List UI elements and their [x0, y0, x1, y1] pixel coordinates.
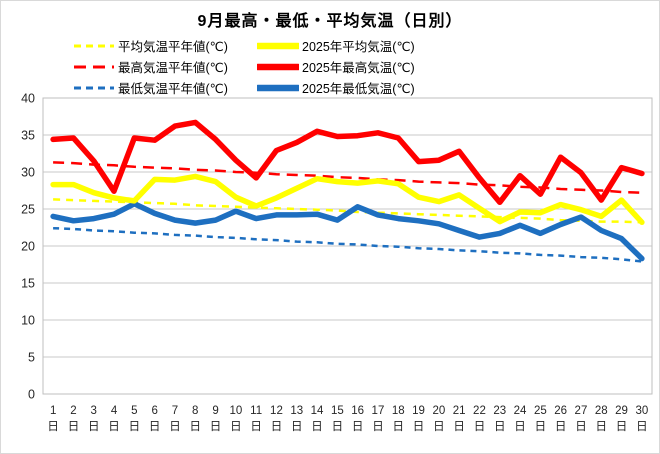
y-axis-tick-label: 5	[28, 351, 35, 365]
x-axis-tick-label: 28 日	[595, 405, 608, 433]
legend-item-avg_2025: 2025年平均気温(℃)	[257, 35, 415, 56]
x-axis-tick-label: 14 日	[311, 405, 324, 433]
y-axis-tick-label: 25	[21, 203, 35, 217]
x-axis-tick-label: 30 日	[635, 405, 648, 433]
legend-item-avg_normal: 平均気温平年値(℃)	[73, 35, 255, 56]
legend-item-min_normal: 最低気温平年値(℃)	[73, 77, 255, 98]
x-axis-tick-label: 16 日	[351, 405, 364, 433]
legend-item-min_2025: 2025年最低気温(℃)	[257, 77, 415, 98]
x-axis-tick-label: 29 日	[615, 405, 628, 433]
x-axis-tick-label: 11 日	[250, 405, 262, 433]
chart-legend: 平均気温平年値(℃) 2025年平均気温(℃) 最高気温平年値(℃) 2025年最高気…	[73, 35, 415, 98]
x-axis-tick-label: 21 日	[453, 405, 466, 433]
y-axis-tick-label: 10	[21, 314, 35, 328]
x-axis-tick-label: 24 日	[514, 405, 527, 433]
x-axis-tick-label: 26 日	[554, 405, 567, 433]
legend-label: 平均気温平年値(℃)	[118, 40, 228, 54]
series-max_2025-line	[50, 119, 645, 206]
legend-swatch-min_normal	[74, 86, 114, 89]
legend-label: 最高気温平年値(℃)	[118, 61, 228, 75]
legend-swatch-min_2025	[257, 84, 299, 91]
x-axis-labels: 1 日 2 日 3 日 4 日 5 日 6 日 7 日 8 日 9 日 10 日 11 日 12 日 13 日 14 日 15 日 16 日 1…	[47, 405, 648, 433]
x-axis-tick-label: 18 日	[392, 405, 405, 433]
legend-label: 2025年最高気温(℃)	[302, 61, 415, 75]
chart-title: 9月最高・最低・平均気温（日別）	[197, 13, 463, 30]
legend-label: 2025年最低気温(℃)	[302, 82, 415, 96]
legend-label: 2025年平均気温(℃)	[302, 40, 415, 54]
x-axis-tick-label: 15 日	[331, 405, 344, 433]
y-axis-tick-label: 20	[21, 240, 35, 254]
y-axis-tick-label: 40	[21, 92, 35, 106]
x-axis-tick-label: 19 日	[412, 405, 425, 433]
y-axis-tick-label: 15	[21, 277, 35, 291]
legend-item-max_2025: 2025年最高気温(℃)	[257, 56, 415, 77]
y-axis-tick-label: 0	[28, 388, 35, 402]
plot-border	[42, 97, 653, 395]
x-axis-tick-label: 10 日	[229, 405, 242, 433]
x-axis-tick-label: 22 日	[473, 405, 486, 433]
series-min_2025-line	[50, 201, 645, 262]
legend-swatch-avg_normal	[74, 44, 114, 47]
series-min_normal-line	[53, 226, 643, 263]
series-avg_2025-line	[50, 173, 645, 226]
x-axis-tick-label: 20 日	[432, 405, 445, 433]
x-axis-tick-label: 27 日	[575, 405, 588, 433]
legend-swatch-max_2025	[257, 63, 299, 70]
x-axis-tick-label: 25 日	[534, 405, 547, 433]
legend-item-max_normal: 最高気温平年値(℃)	[73, 56, 255, 77]
y-axis-tick-label: 35	[21, 129, 35, 143]
y-axis-tick-label: 30	[21, 166, 35, 180]
x-axis-tick-label: 12 日	[270, 405, 283, 433]
x-axis-tick-label: 17 日	[372, 405, 385, 433]
legend-swatch-max_normal	[74, 65, 114, 68]
legend-swatch-avg_2025	[257, 42, 299, 49]
x-axis-tick-label: 13 日	[290, 405, 303, 433]
legend-label: 最低気温平年値(℃)	[118, 82, 228, 96]
x-axis-tick-label: 23 日	[493, 405, 506, 433]
